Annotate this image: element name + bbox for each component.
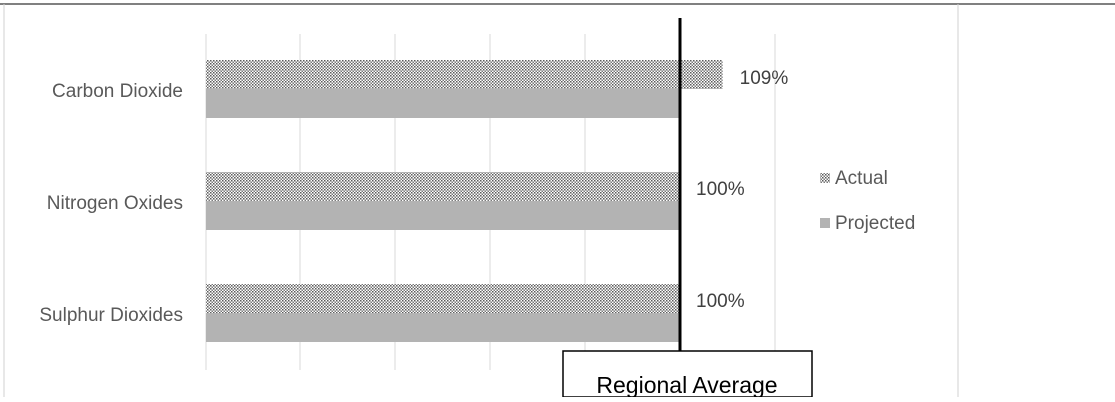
category-label-2: Sulphur Dioxides xyxy=(39,305,183,326)
legend-swatch-projected xyxy=(820,218,830,228)
bar-actual-2 xyxy=(206,284,680,313)
bars xyxy=(206,60,723,342)
category-label-1: Nitrogen Oxides xyxy=(47,193,183,214)
category-label-0: Carbon Dioxide xyxy=(52,81,183,102)
bar-projected-1 xyxy=(206,201,680,230)
bar-actual-0 xyxy=(206,60,723,89)
legend-label-projected: Projected xyxy=(835,213,915,234)
bar-projected-0 xyxy=(206,89,680,118)
regional-average-label: Regional Average xyxy=(596,372,777,397)
regional-average-label-box xyxy=(562,350,813,398)
legend: Actual Projected xyxy=(820,168,915,234)
bar-projected-2 xyxy=(206,313,680,342)
value-label-1: 100% xyxy=(696,179,745,200)
bar-actual-1 xyxy=(206,172,680,201)
value-label-0: 109% xyxy=(740,68,789,89)
legend-swatch-actual xyxy=(820,173,830,183)
value-label-2: 100% xyxy=(696,291,745,312)
labels: Carbon Dioxide 109% Nitrogen Oxides 100% Sul… xyxy=(39,68,788,326)
legend-label-actual: Actual xyxy=(835,168,888,189)
